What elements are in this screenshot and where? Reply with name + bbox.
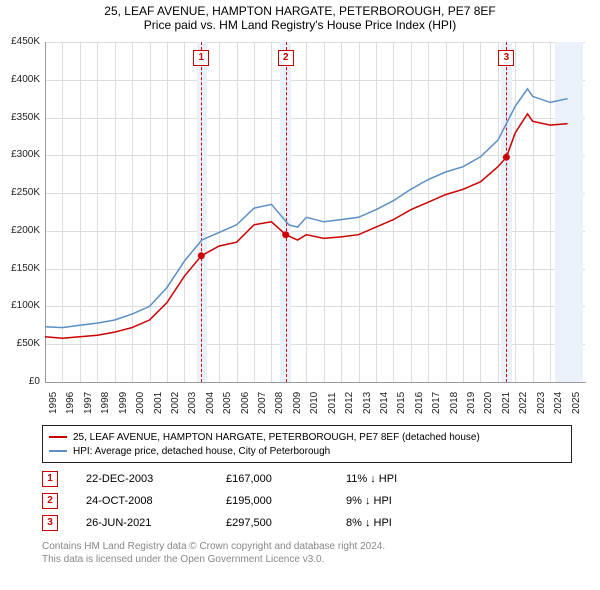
ytick-label: £350K <box>0 112 40 123</box>
xtick-label: 2010 <box>309 392 320 414</box>
xtick-label: 2007 <box>257 392 268 414</box>
chart-plot-area <box>45 42 586 383</box>
transaction-number-box: 3 <box>42 515 58 531</box>
transaction-number-box: 1 <box>42 471 58 487</box>
ytick-label: £100K <box>0 300 40 311</box>
xtick-label: 2014 <box>379 392 390 414</box>
transaction-row: 2 24-OCT-2008 £195,000 9% ↓ HPI <box>42 490 466 512</box>
attribution-line-1: Contains HM Land Registry data © Crown c… <box>42 540 385 553</box>
xtick-label: 2009 <box>292 392 303 414</box>
ytick-label: £150K <box>0 263 40 274</box>
xtick-label: 2017 <box>431 392 442 414</box>
sale-marker-box: 3 <box>498 50 514 66</box>
chart-subtitle: Price paid vs. HM Land Registry's House … <box>0 18 600 32</box>
ytick-label: £200K <box>0 225 40 236</box>
xtick-label: 2023 <box>536 392 547 414</box>
attribution: Contains HM Land Registry data © Crown c… <box>42 540 385 566</box>
xtick-label: 2012 <box>344 392 355 414</box>
transaction-price: £195,000 <box>226 495 346 507</box>
ytick-label: £300K <box>0 149 40 160</box>
xtick-label: 2016 <box>414 392 425 414</box>
legend-label-price: 25, LEAF AVENUE, HAMPTON HARGATE, PETERB… <box>73 432 480 443</box>
xtick-label: 1995 <box>48 392 59 414</box>
transaction-number-box: 2 <box>42 493 58 509</box>
xtick-label: 1996 <box>65 392 76 414</box>
xtick-label: 2008 <box>274 392 285 414</box>
transaction-date: 26-JUN-2021 <box>86 517 226 529</box>
xtick-label: 1999 <box>118 392 129 414</box>
xtick-label: 2004 <box>205 392 216 414</box>
xtick-label: 1997 <box>83 392 94 414</box>
chart-title: 25, LEAF AVENUE, HAMPTON HARGATE, PETERB… <box>0 0 600 18</box>
attribution-line-2: This data is licensed under the Open Gov… <box>42 553 385 566</box>
xtick-label: 2001 <box>153 392 164 414</box>
sale-marker-box: 2 <box>278 50 294 66</box>
ytick-label: £400K <box>0 74 40 85</box>
xtick-label: 2018 <box>449 392 460 414</box>
xtick-label: 2000 <box>135 392 146 414</box>
transaction-price: £167,000 <box>226 473 346 485</box>
legend: 25, LEAF AVENUE, HAMPTON HARGATE, PETERB… <box>42 425 572 463</box>
xtick-label: 2019 <box>466 392 477 414</box>
ytick-label: £450K <box>0 36 40 47</box>
legend-label-hpi: HPI: Average price, detached house, City… <box>73 446 330 457</box>
xtick-label: 2006 <box>240 392 251 414</box>
xtick-label: 2025 <box>571 392 582 414</box>
xtick-label: 2022 <box>518 392 529 414</box>
xtick-label: 2011 <box>327 392 338 414</box>
xtick-label: 2003 <box>187 392 198 414</box>
sale-marker-box: 1 <box>193 50 209 66</box>
transaction-diff: 9% ↓ HPI <box>346 495 466 507</box>
transaction-date: 24-OCT-2008 <box>86 495 226 507</box>
xtick-label: 2020 <box>483 392 494 414</box>
xtick-label: 2002 <box>170 392 181 414</box>
transactions-table: 1 22-DEC-2003 £167,000 11% ↓ HPI 2 24-OC… <box>42 468 466 534</box>
transaction-row: 1 22-DEC-2003 £167,000 11% ↓ HPI <box>42 468 466 490</box>
xtick-label: 2021 <box>501 392 512 414</box>
ytick-label: £50K <box>0 338 40 349</box>
xtick-label: 2013 <box>362 392 373 414</box>
transaction-diff: 11% ↓ HPI <box>346 473 466 485</box>
xtick-label: 2005 <box>222 392 233 414</box>
legend-swatch-hpi <box>49 450 67 452</box>
transaction-row: 3 26-JUN-2021 £297,500 8% ↓ HPI <box>42 512 466 534</box>
xtick-label: 2015 <box>396 392 407 414</box>
xtick-label: 1998 <box>100 392 111 414</box>
transaction-diff: 8% ↓ HPI <box>346 517 466 529</box>
transaction-date: 22-DEC-2003 <box>86 473 226 485</box>
ytick-label: £0 <box>0 376 40 387</box>
ytick-label: £250K <box>0 187 40 198</box>
legend-swatch-price <box>49 436 67 438</box>
xtick-label: 2024 <box>553 392 564 414</box>
transaction-price: £297,500 <box>226 517 346 529</box>
